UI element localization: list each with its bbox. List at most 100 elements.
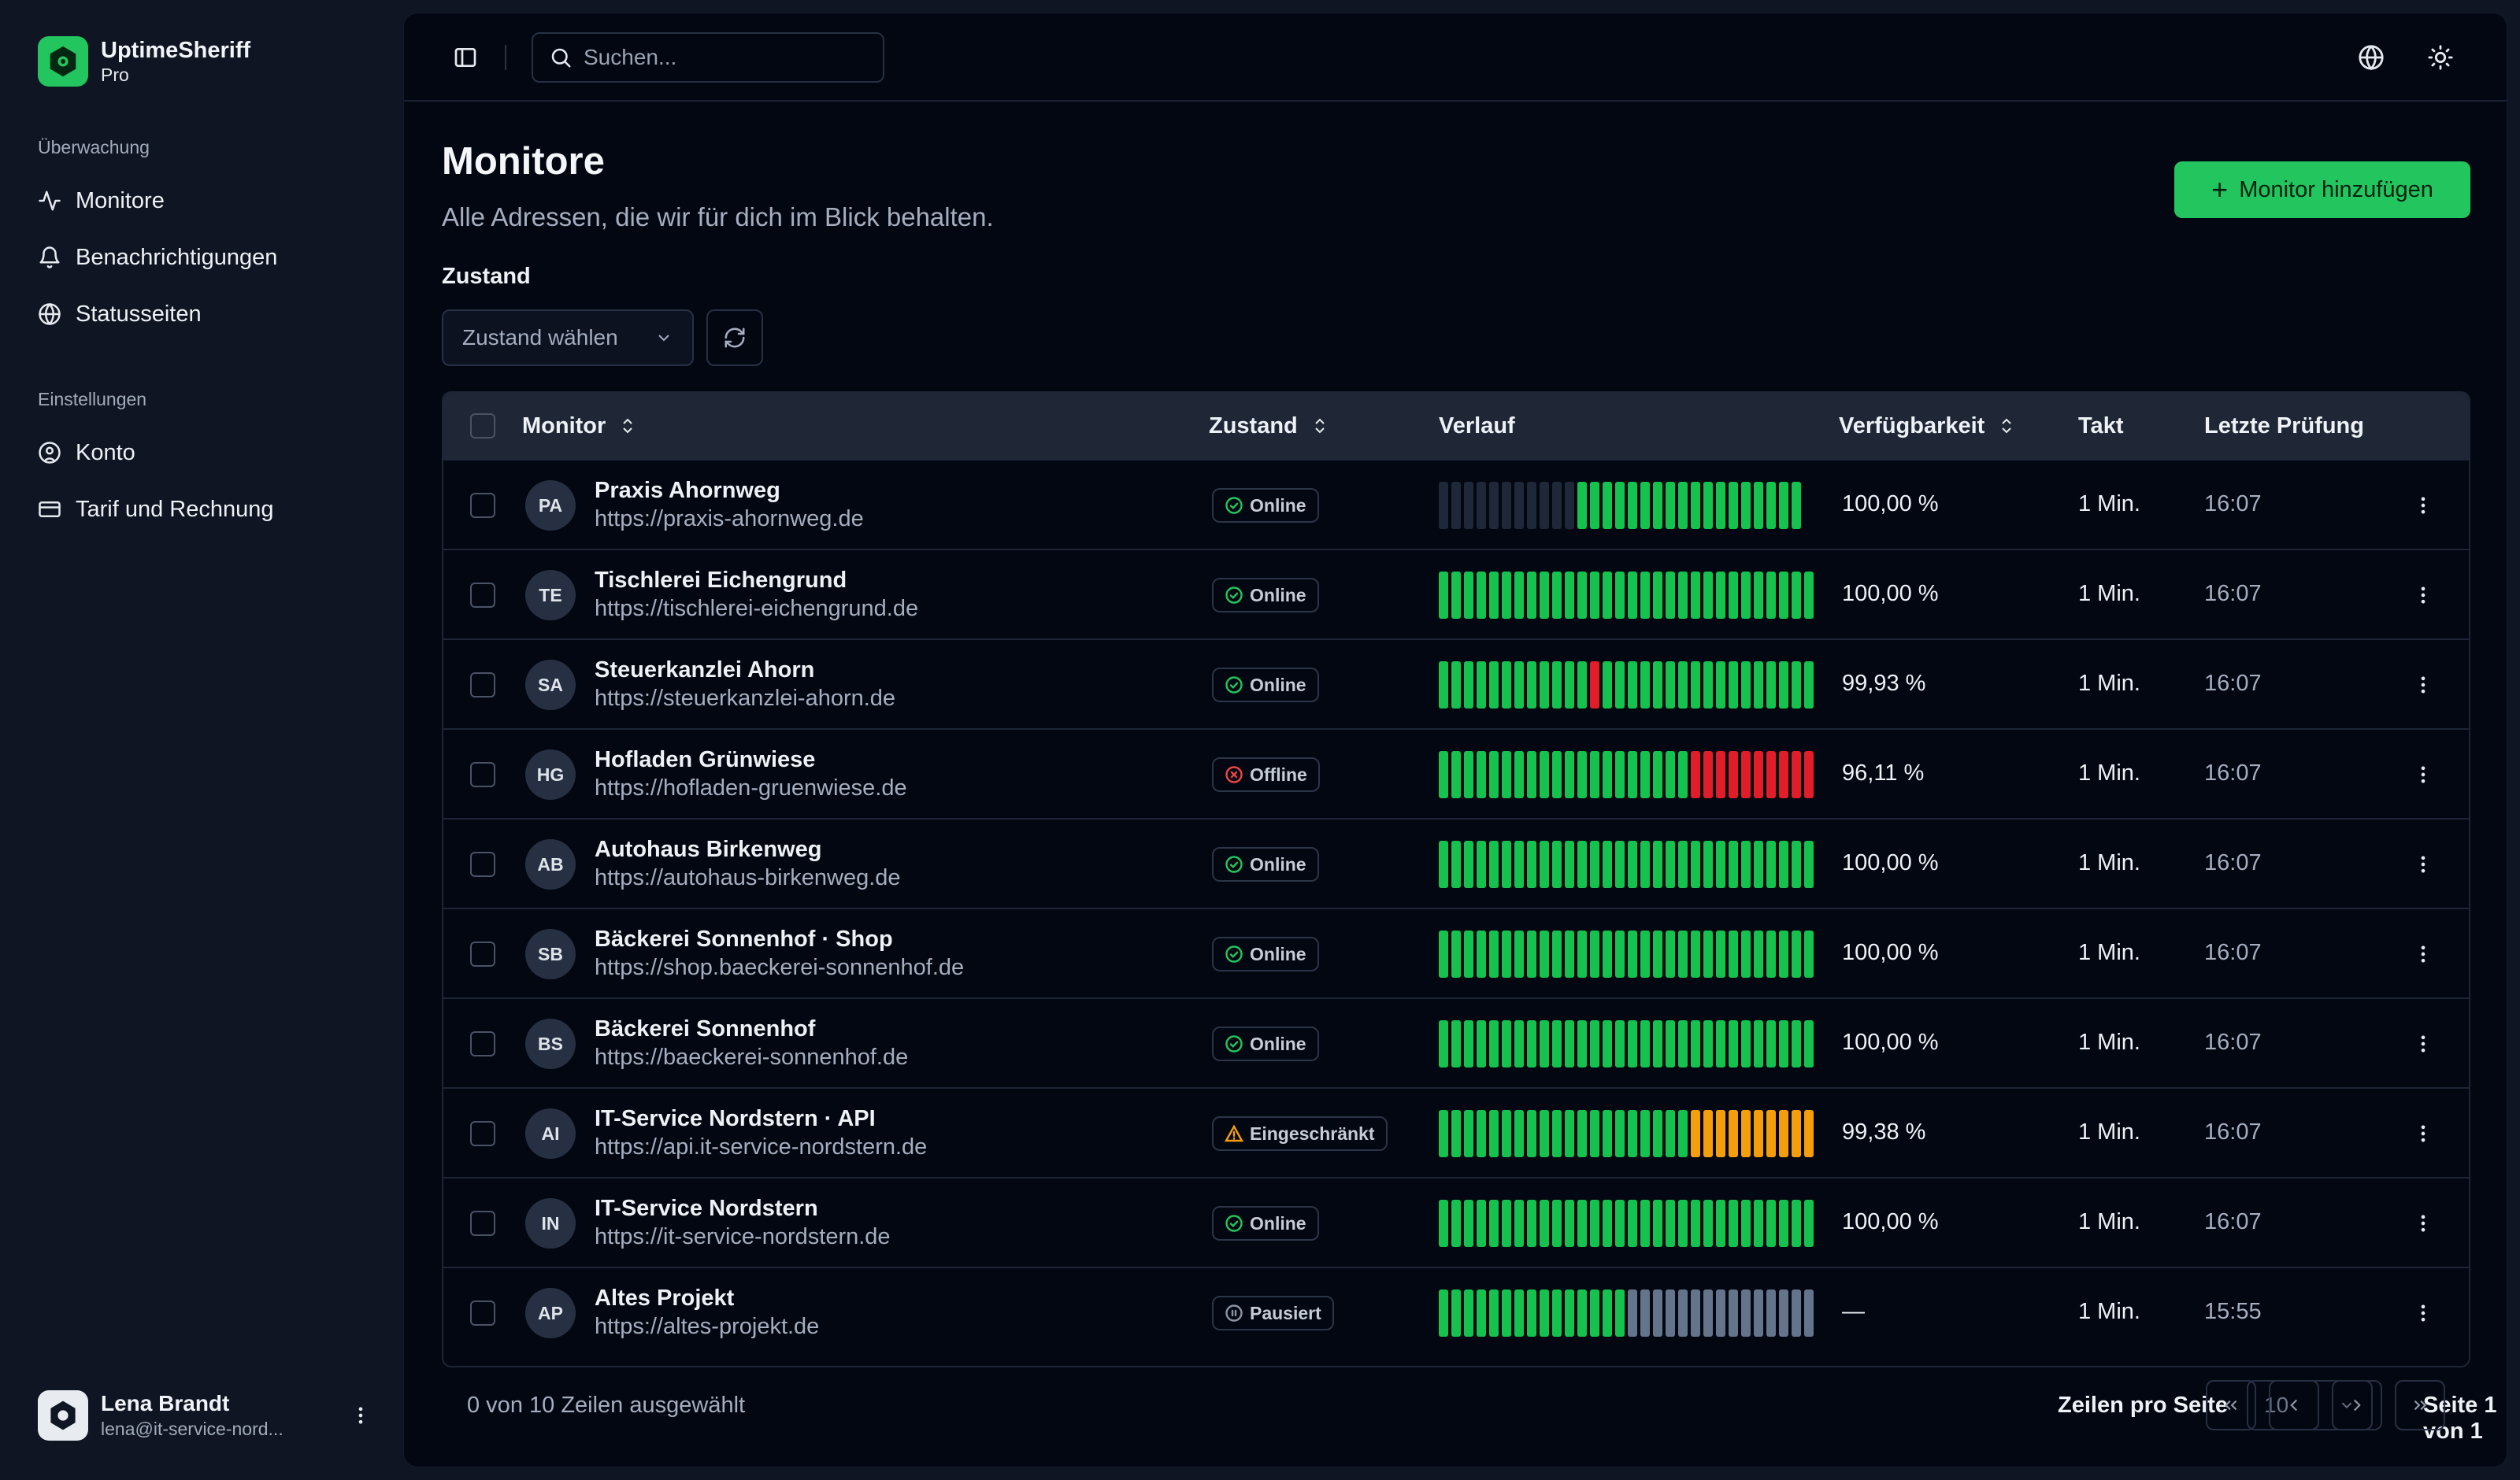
row-checkbox[interactable] [470,1031,495,1056]
monitor-name[interactable]: IT-Service Nordstern [595,1196,818,1221]
monitor-name[interactable]: Autohaus Birkenweg [595,837,822,862]
row-actions-button[interactable] [2404,845,2442,883]
row-actions-button[interactable] [2404,1025,2442,1063]
history-bar [1577,1020,1587,1067]
row-checkbox[interactable] [470,672,495,697]
monitor-url[interactable]: https://tischlerei-eichengrund.de [595,596,919,621]
table-row[interactable]: PA Praxis Ahornweg https://praxis-ahornweg… [443,459,2469,549]
row-checkbox[interactable] [470,1301,495,1326]
last-page-button[interactable] [2395,1380,2445,1430]
topbar [404,13,2507,102]
monitor-name[interactable]: IT-Service Nordstern · API [595,1106,876,1131]
status-filter-select[interactable]: Zustand wählen [442,309,694,366]
add-monitor-button[interactable]: + Monitor hinzufügen [2174,161,2470,218]
row-checkbox[interactable] [470,852,495,877]
page-subtitle: Alle Adressen, die wir für dich im Blick… [442,202,994,231]
history-bar [1754,931,1763,978]
row-actions-button[interactable] [2404,1294,2442,1332]
monitor-name[interactable]: Bäckerei Sonnenhof · Shop [595,927,893,952]
row-actions-button[interactable] [2404,756,2442,794]
history-bar [1691,1289,1700,1337]
last-check-value: 16:07 [2204,1030,2262,1055]
refresh-button[interactable] [706,309,763,366]
user-avatar [38,1390,88,1441]
sidebar-toggle-button[interactable] [442,34,489,81]
monitor-name[interactable]: Praxis Ahornweg [595,478,780,503]
table-row[interactable]: IN IT-Service Nordstern https://it-service… [443,1177,2469,1267]
monitor-name[interactable]: Hofladen Grünwiese [595,747,816,772]
table-row[interactable]: BS Bäckerei Sonnenhof https://baeckerei-so… [443,997,2469,1087]
next-page-button[interactable] [2332,1380,2382,1430]
language-button[interactable] [2348,34,2395,81]
monitor-url[interactable]: https://altes-projekt.de [595,1314,820,1339]
history-bar [1464,572,1473,619]
history-bar [1577,931,1587,978]
first-page-button[interactable] [2206,1380,2256,1430]
history-bar [1565,661,1574,709]
table-row[interactable]: AI IT-Service Nordstern · API https://api.… [443,1087,2469,1177]
row-checkbox[interactable] [470,493,495,518]
history-bar [1464,931,1473,978]
history-bar [1653,1020,1662,1067]
row-checkbox[interactable] [470,942,495,967]
sidebar-item-statusseiten[interactable]: Statusseiten [38,294,369,334]
history-bar [1666,482,1675,529]
row-actions-button[interactable] [2404,487,2442,524]
monitor-name[interactable]: Bäckerei Sonnenhof [595,1016,816,1042]
history-bar [1540,1110,1549,1157]
monitor-name[interactable]: Altes Projekt [595,1286,735,1311]
search-input[interactable] [584,45,867,70]
table-row[interactable]: HG Hofladen Grünwiese https://hofladen-gru… [443,728,2469,818]
monitor-url[interactable]: https://hofladen-gruenwiese.de [595,775,907,801]
table-row[interactable]: SA Steuerkanzlei Ahorn https://steuerkanzl… [443,638,2469,728]
add-monitor-label: Monitor hinzufügen [2239,176,2433,202]
history-bar [1779,1110,1788,1157]
row-checkbox[interactable] [470,1211,495,1236]
sidebar-item-monitore[interactable]: Monitore [38,181,369,220]
row-actions-button[interactable] [2404,1115,2442,1153]
monitor-url[interactable]: https://praxis-ahornweg.de [595,506,864,531]
more-vertical-icon[interactable] [345,1400,376,1431]
search-box[interactable] [532,32,884,83]
history-bar [1615,841,1625,888]
select-all-checkbox[interactable] [470,413,495,438]
history-bar [1540,1020,1549,1067]
brand[interactable]: UptimeSheriff Pro [38,36,250,87]
monitor-url[interactable]: https://steuerkanzlei-ahorn.de [595,686,896,711]
sidebar-item-benachrichtigungen[interactable]: Benachrichtigungen [38,238,369,277]
row-checkbox[interactable] [470,583,495,608]
sidebar-item-konto[interactable]: Konto [38,433,369,472]
row-actions-button[interactable] [2404,666,2442,704]
history-bar [1678,1020,1688,1067]
header-monitor[interactable]: Monitor [522,393,637,459]
monitor-name[interactable]: Tischlerei Eichengrund [595,568,847,593]
panel-left-icon [454,48,476,67]
monitor-url[interactable]: https://api.it-service-nordstern.de [595,1134,928,1160]
header-status[interactable]: Zustand [1209,393,1329,459]
monitor-url[interactable]: https://autohaus-birkenweg.de [595,865,901,890]
history-bar [1729,931,1738,978]
history-bars [1439,1020,1814,1067]
row-actions-button[interactable] [2404,935,2442,973]
more-vertical-icon [2421,856,2426,873]
monitor-url[interactable]: https://shop.baeckerei-sonnenhof.de [595,955,965,980]
table-row[interactable]: AB Autohaus Birkenweg https://autohaus-bir… [443,818,2469,908]
header-availability[interactable]: Verfügbarkeit [1839,393,2016,459]
history-bar [1779,1020,1788,1067]
monitor-url[interactable]: https://it-service-nordstern.de [595,1224,891,1249]
row-actions-button[interactable] [2404,576,2442,614]
row-checkbox[interactable] [470,762,495,787]
row-checkbox[interactable] [470,1121,495,1146]
table-row[interactable]: SB Bäckerei Sonnenhof · Shop https://shop.… [443,908,2469,997]
monitor-name[interactable]: Steuerkanzlei Ahorn [595,657,815,683]
user-profile[interactable]: Lena Brandt lena@it-service-nord... [38,1382,376,1449]
table-row[interactable]: AP Altes Projekt https://altes-projekt.de P… [443,1267,2469,1356]
prev-page-button[interactable] [2269,1380,2319,1430]
history-bar [1754,1110,1763,1157]
sidebar-item-tarif[interactable]: Tarif und Rechnung [38,490,369,529]
theme-toggle-button[interactable] [2417,34,2464,81]
monitor-url[interactable]: https://baeckerei-sonnenhof.de [595,1045,909,1070]
row-actions-button[interactable] [2404,1204,2442,1242]
history-bar [1741,1110,1751,1157]
table-row[interactable]: TE Tischlerei Eichengrund https://tischler… [443,549,2469,638]
